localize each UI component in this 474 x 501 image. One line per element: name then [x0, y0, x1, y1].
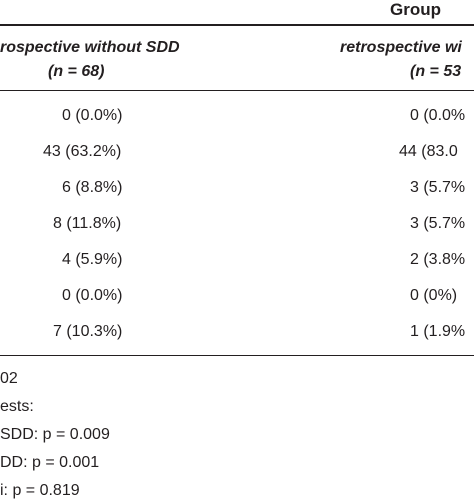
footnote-3: SDD: p = 0.009 — [0, 426, 110, 443]
row-1-col2: 0 (0.0% — [410, 107, 466, 124]
row-1-col1: 0 (0.0%) — [62, 107, 123, 124]
group-header: Group — [390, 0, 441, 19]
col1-header-line1: rospective without SDD — [0, 39, 180, 56]
row-6-col1: 0 (0.0%) — [62, 287, 123, 304]
row-4-col1: 8 (11.8%) — [53, 215, 122, 232]
row-6-col2: 0 (0%) — [410, 287, 458, 304]
col2-header-line1: retrospective wi — [340, 39, 462, 56]
row-2-col2: 44 (83.0 — [399, 143, 458, 160]
footnote-1: 02 — [0, 370, 18, 387]
col2-header-line2: (n = 53 — [410, 63, 462, 80]
col1-header-line2: (n = 68) — [48, 63, 105, 80]
row-3-col1: 6 (8.8%) — [62, 179, 123, 196]
footnote-5: i: p = 0.819 — [0, 482, 80, 499]
row-5-col1: 4 (5.9%) — [62, 251, 123, 268]
row-7-col2: 1 (1.9% — [410, 323, 466, 340]
footnote-2: ests: — [0, 398, 34, 415]
row-3-col2: 3 (5.7% — [410, 179, 466, 196]
row-2-col1: 43 (63.2%) — [43, 143, 122, 160]
footnote-4: DD: p = 0.001 — [0, 454, 100, 471]
row-7-col1: 7 (10.3%) — [53, 323, 123, 340]
top-rule — [0, 24, 474, 26]
bottom-rule — [0, 355, 474, 356]
row-4-col2: 3 (5.7% — [410, 215, 466, 232]
row-5-col2: 2 (3.8% — [410, 251, 466, 268]
header-rule — [0, 90, 474, 91]
